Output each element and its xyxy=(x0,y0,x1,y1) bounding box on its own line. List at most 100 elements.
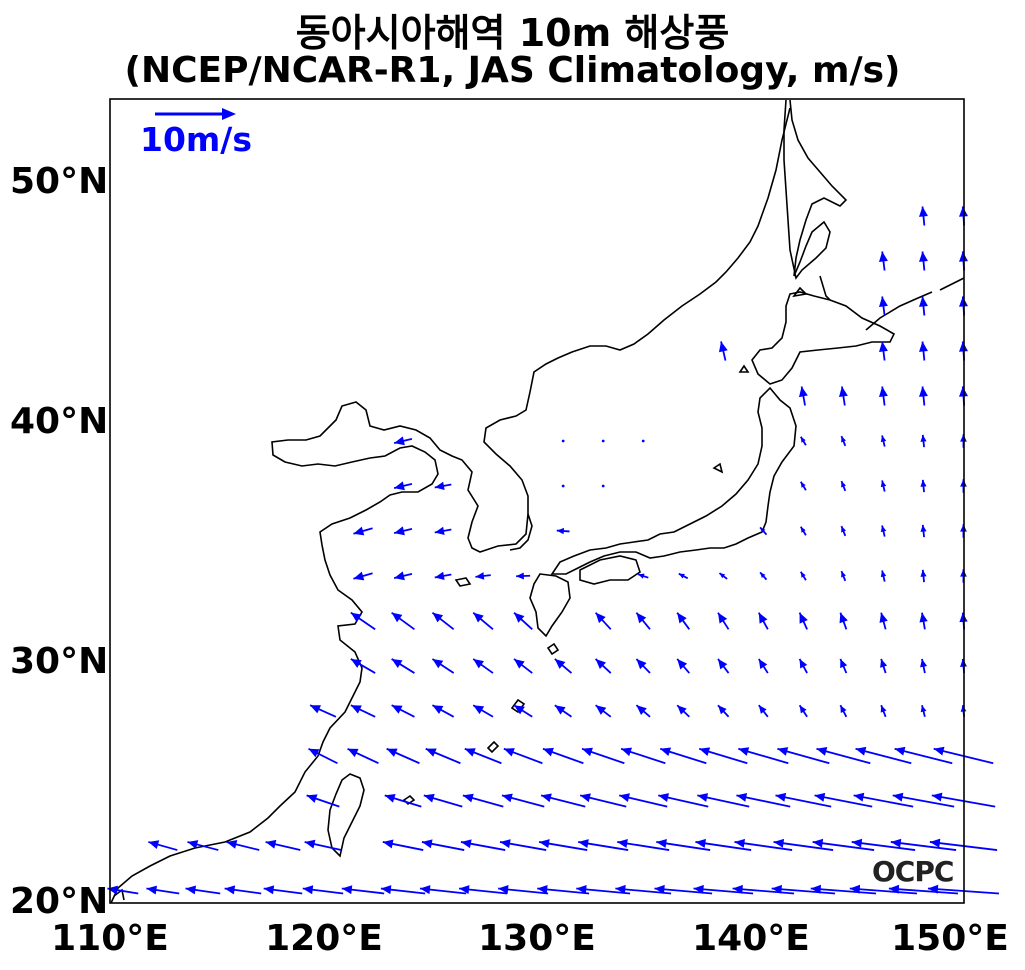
wind-vector xyxy=(187,840,219,851)
wind-vector xyxy=(431,611,455,631)
wind-vector xyxy=(678,572,689,580)
wind-vector xyxy=(777,747,830,765)
wind-vector xyxy=(347,747,379,765)
wind-vector xyxy=(658,793,709,808)
wind-vector xyxy=(880,435,887,447)
wind-vector xyxy=(265,839,301,851)
wind-vector xyxy=(676,704,690,718)
wind-vector xyxy=(578,839,629,851)
wind-vector xyxy=(771,884,836,895)
wind-vector xyxy=(920,434,927,448)
wind-vectors xyxy=(107,206,1000,895)
plot-frame xyxy=(109,98,965,904)
wind-vector xyxy=(554,658,573,674)
wind-vector xyxy=(717,704,730,718)
wind-vector xyxy=(579,793,627,808)
wind-vector xyxy=(641,439,645,443)
wind-vector xyxy=(341,885,385,895)
wind-vector xyxy=(434,571,452,580)
wind-vector xyxy=(798,386,808,406)
wind-vector xyxy=(800,526,807,536)
coastline xyxy=(110,99,965,904)
wind-vector xyxy=(758,612,769,630)
wind-vector xyxy=(800,571,807,581)
wind-vector xyxy=(878,296,888,316)
wind-vector xyxy=(851,838,916,851)
wind-vector xyxy=(554,704,573,718)
wind-vector xyxy=(498,885,549,895)
wind-vector xyxy=(918,296,928,316)
wind-vector xyxy=(717,612,730,630)
wind-vector xyxy=(594,612,612,630)
wind-vector xyxy=(920,479,927,493)
wind-vector xyxy=(540,793,586,808)
wind-vector xyxy=(581,747,625,765)
wind-vector xyxy=(798,704,808,718)
reference-vector-label: 10m/s xyxy=(140,120,253,159)
wind-vector xyxy=(732,884,795,895)
wind-vector xyxy=(839,704,848,718)
wind-vector xyxy=(561,439,565,443)
wind-vector xyxy=(840,435,847,447)
wind-vector xyxy=(595,704,612,718)
wind-vector xyxy=(736,792,791,808)
wind-vector xyxy=(263,885,303,895)
wind-vector xyxy=(812,838,875,851)
wind-vector xyxy=(810,884,877,895)
wind-vector xyxy=(513,658,533,674)
map-title: 동아시아해역 10m 해상풍 xyxy=(295,11,730,55)
wind-vector xyxy=(878,386,888,406)
wind-vector xyxy=(472,704,494,718)
wind-vector xyxy=(421,839,465,851)
wind-vector xyxy=(226,839,260,851)
wind-vector xyxy=(423,793,463,808)
wind-vector xyxy=(501,793,545,808)
wind-vector xyxy=(431,704,455,718)
wind-vector xyxy=(880,658,888,674)
wind-vector xyxy=(734,838,793,851)
wind-vector xyxy=(839,658,848,674)
wind-vector xyxy=(816,747,871,765)
wind-vector xyxy=(460,839,506,851)
wind-vector xyxy=(601,439,605,443)
wind-vector xyxy=(659,747,707,765)
wind-vector xyxy=(393,526,413,536)
wind-vector xyxy=(350,658,376,674)
wind-vector xyxy=(878,251,888,271)
wind-vector xyxy=(148,840,178,851)
wind-vector xyxy=(920,705,927,717)
wind-vector xyxy=(353,526,373,536)
map-subtitle: (NCEP/NCAR-R1, JAS Climatology, m/s) xyxy=(124,50,901,91)
wind-vector xyxy=(594,658,612,674)
wind-vector xyxy=(775,792,832,808)
wind-vector xyxy=(308,747,338,765)
wind-vector xyxy=(878,341,888,361)
wind-vector xyxy=(635,612,651,630)
wind-vector xyxy=(879,612,888,630)
wind-vector xyxy=(840,480,847,492)
wind-vector xyxy=(892,792,955,808)
wind-vector xyxy=(576,884,631,895)
wind-vector xyxy=(393,481,413,491)
wind-vector xyxy=(513,704,533,718)
wind-vector xyxy=(503,747,543,765)
wind-vector xyxy=(695,838,752,851)
wind-vector xyxy=(718,341,728,361)
wind-vector xyxy=(393,571,413,581)
lon-label-150: 150°E xyxy=(891,918,1009,959)
wind-vector xyxy=(350,611,376,631)
wind-vector xyxy=(849,884,918,895)
lat-label-50: 50°N xyxy=(10,161,109,202)
wind-vector xyxy=(302,885,344,895)
wind-vector xyxy=(855,746,912,765)
wind-vector xyxy=(773,838,834,851)
lat-label-40: 40°N xyxy=(10,401,109,442)
wind-vector xyxy=(918,251,928,271)
wind-vector xyxy=(224,885,262,895)
ocpc-logo: OCPC xyxy=(872,855,954,888)
wind-vector xyxy=(919,612,928,630)
wind-vector xyxy=(556,527,570,535)
wind-vector xyxy=(920,524,927,538)
wind-vector xyxy=(800,481,807,491)
wind-vector xyxy=(350,704,376,718)
